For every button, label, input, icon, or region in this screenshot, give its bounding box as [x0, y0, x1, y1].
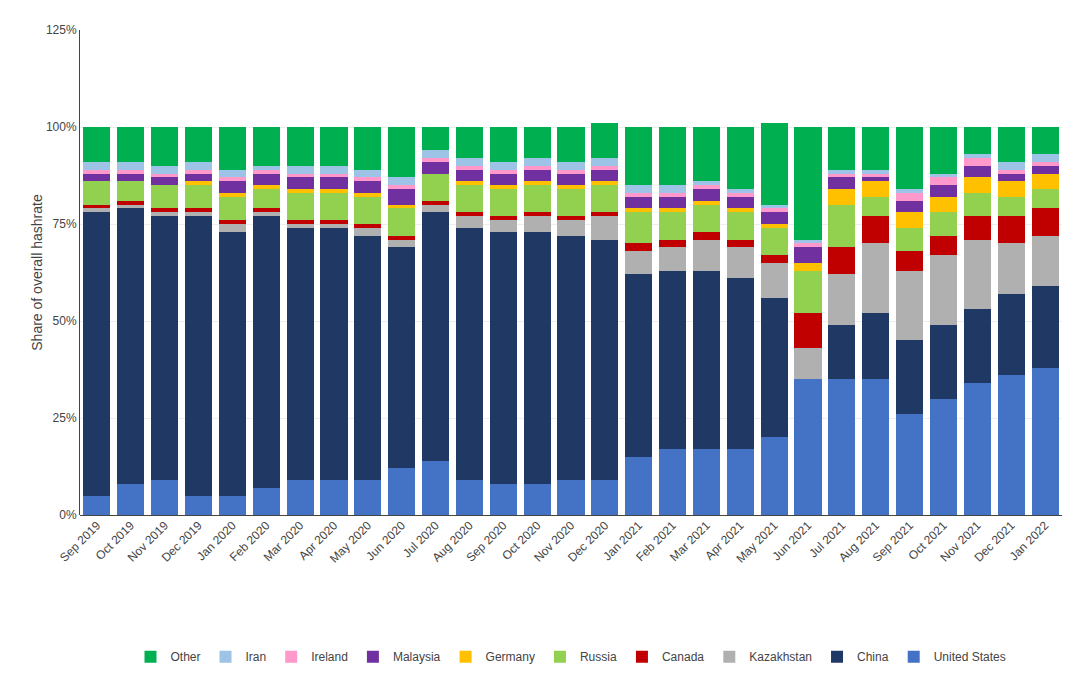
- svg-text:Oct 2019: Oct 2019: [93, 518, 138, 563]
- svg-text:Other: Other: [171, 650, 201, 664]
- svg-text:Apr 2021: Apr 2021: [702, 518, 747, 563]
- svg-text:United States: United States: [934, 650, 1006, 664]
- svg-text:Oct 2021: Oct 2021: [906, 518, 951, 563]
- svg-text:Apr 2020: Apr 2020: [296, 518, 341, 563]
- svg-text:Aug 2021: Aug 2021: [836, 518, 882, 564]
- svg-text:Mar 2020: Mar 2020: [261, 518, 307, 564]
- svg-text:Jan 2021: Jan 2021: [600, 518, 645, 563]
- svg-text:Jun 2020: Jun 2020: [363, 518, 408, 563]
- svg-text:Germany: Germany: [486, 650, 535, 664]
- svg-text:Nov 2020: Nov 2020: [531, 518, 577, 564]
- svg-text:Jul 2020: Jul 2020: [400, 518, 442, 560]
- svg-text:Sep 2021: Sep 2021: [870, 518, 916, 564]
- svg-text:Dec 2019: Dec 2019: [159, 518, 205, 564]
- svg-text:Jul 2021: Jul 2021: [806, 518, 848, 560]
- svg-text:Malaysia: Malaysia: [393, 650, 441, 664]
- svg-text:Russia: Russia: [580, 650, 617, 664]
- svg-text:Jan 2022: Jan 2022: [1007, 518, 1052, 563]
- svg-text:Share of overall hashrate: Share of overall hashrate: [29, 194, 45, 351]
- svg-text:Jun 2021: Jun 2021: [770, 518, 815, 563]
- svg-text:50%: 50%: [53, 314, 77, 328]
- svg-text:Jan 2020: Jan 2020: [194, 518, 239, 563]
- svg-text:100%: 100%: [46, 120, 77, 134]
- svg-text:Nov 2021: Nov 2021: [937, 518, 983, 564]
- svg-text:75%: 75%: [53, 217, 77, 231]
- svg-text:Nov 2019: Nov 2019: [125, 518, 171, 564]
- svg-text:Sep 2020: Sep 2020: [463, 518, 509, 564]
- svg-text:0%: 0%: [59, 508, 77, 522]
- svg-text:Dec 2021: Dec 2021: [971, 518, 1017, 564]
- svg-text:Mar 2021: Mar 2021: [667, 518, 713, 564]
- svg-text:Aug 2020: Aug 2020: [430, 518, 476, 564]
- svg-text:Canada: Canada: [662, 650, 704, 664]
- svg-text:May 2020: May 2020: [327, 518, 374, 565]
- svg-text:Ireland: Ireland: [311, 650, 348, 664]
- svg-text:Feb 2021: Feb 2021: [633, 518, 679, 564]
- svg-text:Feb 2020: Feb 2020: [227, 518, 273, 564]
- svg-text:China: China: [857, 650, 889, 664]
- svg-text:May 2021: May 2021: [733, 518, 780, 565]
- svg-text:Iran: Iran: [246, 650, 267, 664]
- svg-text:Sep 2019: Sep 2019: [57, 518, 103, 564]
- svg-text:Dec 2020: Dec 2020: [565, 518, 611, 564]
- svg-text:125%: 125%: [46, 23, 77, 37]
- svg-text:25%: 25%: [53, 411, 77, 425]
- svg-text:Oct 2020: Oct 2020: [499, 518, 544, 563]
- svg-text:Kazakhstan: Kazakhstan: [749, 650, 812, 664]
